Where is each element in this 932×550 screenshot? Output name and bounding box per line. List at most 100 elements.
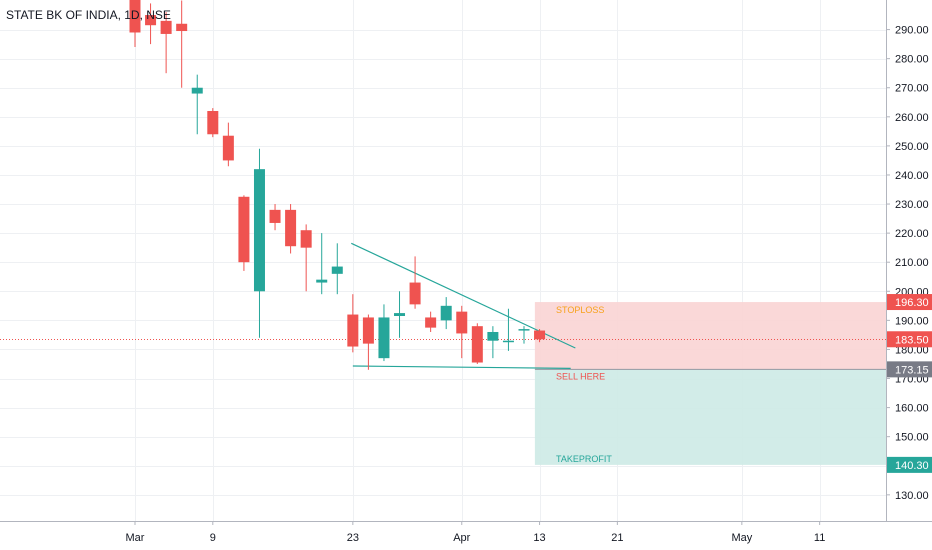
candle[interactable]	[487, 326, 499, 359]
stoploss-zone[interactable]	[534, 302, 886, 370]
y-tick-label: 190.00	[895, 315, 929, 327]
candle[interactable]	[207, 108, 219, 138]
candle-body	[518, 329, 530, 331]
candle[interactable]	[269, 204, 281, 231]
candle-body	[331, 266, 343, 274]
y-tick-label: 160.00	[895, 403, 929, 415]
candle-body	[425, 317, 437, 328]
y-tick-label: 220.00	[895, 228, 929, 240]
trendline-2[interactable]	[352, 365, 571, 369]
candle[interactable]	[394, 291, 406, 338]
y-tick-label: 130.00	[895, 490, 929, 502]
x-tick-label: 9	[210, 532, 216, 544]
candle-body	[269, 209, 281, 223]
candle-body	[145, 15, 157, 26]
price-tag: 183.50	[887, 331, 932, 348]
price-tag: 196.30	[887, 294, 932, 311]
candle[interactable]	[129, 0, 141, 48]
price-tag-label: 196.30	[895, 297, 929, 309]
candle[interactable]	[176, 0, 188, 88]
y-tick-label: 210.00	[895, 257, 929, 269]
candle-body	[253, 169, 265, 292]
candle[interactable]	[160, 12, 172, 74]
candle[interactable]	[238, 195, 250, 271]
y-tick-label: 290.00	[895, 25, 929, 37]
candle-body	[456, 311, 468, 334]
price-tag-background	[887, 456, 932, 473]
candle-body	[176, 23, 188, 32]
candle[interactable]	[378, 304, 390, 362]
y-tick-label: 180.00	[895, 344, 929, 356]
takeprofit-label: TAKEPROFIT	[556, 454, 612, 464]
y-tick-label: 150.00	[895, 432, 929, 444]
candle-body	[207, 110, 219, 135]
candle[interactable]	[518, 326, 530, 344]
x-tick-label: May	[731, 532, 752, 544]
candle-body	[129, 0, 141, 33]
price-tag: 140.30	[887, 456, 932, 473]
price-tag-label: 183.50	[895, 334, 929, 346]
price-tag-label: 140.30	[895, 460, 929, 472]
candle-body	[394, 313, 406, 316]
candle-body	[378, 317, 390, 359]
candle[interactable]	[253, 148, 265, 338]
candle[interactable]	[534, 329, 546, 343]
position-zones: STOPLOSS SELL HERE TAKEPROFIT	[534, 302, 886, 465]
y-tick-label: 250.00	[895, 141, 929, 153]
x-tick-label: Apr	[453, 532, 470, 544]
sell-here-label: SELL HERE	[556, 371, 605, 381]
candles[interactable]	[129, 0, 546, 370]
candle[interactable]	[362, 314, 374, 370]
candle-body	[487, 331, 499, 341]
chart-title: STATE BK OF INDIA, 1D, NSE	[6, 8, 171, 22]
x-tick-label: 13	[533, 532, 545, 544]
candle-body	[362, 317, 374, 344]
price-tag-background	[887, 294, 932, 311]
takeprofit-zone[interactable]	[534, 369, 886, 465]
candle[interactable]	[409, 256, 421, 309]
candle[interactable]	[222, 122, 234, 167]
candle[interactable]	[425, 311, 437, 332]
candle-body	[238, 196, 250, 263]
x-tick-label: 21	[611, 532, 623, 544]
x-tick-label: 23	[347, 532, 359, 544]
candle[interactable]	[145, 3, 157, 45]
price-tag-background	[887, 361, 932, 378]
candle[interactable]	[471, 323, 483, 364]
y-tick-label: 230.00	[895, 199, 929, 211]
x-tick-label: 11	[814, 532, 825, 544]
candle[interactable]	[300, 224, 312, 292]
candle-body	[300, 230, 312, 248]
candle-body	[222, 135, 234, 161]
candle-body	[534, 330, 546, 340]
candle-body	[471, 326, 483, 363]
x-tick-label: Mar	[126, 532, 145, 544]
y-tick-label: 240.00	[895, 170, 929, 182]
stoploss-label: STOPLOSS	[556, 305, 604, 315]
price-tag-background	[887, 331, 932, 348]
candle-body	[502, 340, 514, 343]
candle[interactable]	[440, 297, 452, 330]
candle-body	[440, 305, 452, 321]
y-tick-label: 270.00	[895, 83, 929, 95]
candle-body	[160, 20, 172, 34]
candle[interactable]	[285, 204, 297, 254]
price-tag-label: 173.15	[895, 364, 929, 376]
candle[interactable]	[456, 305, 468, 359]
candle[interactable]	[347, 294, 359, 353]
candle[interactable]	[191, 74, 203, 135]
y-tick-label: 280.00	[895, 54, 929, 66]
price-tag: 173.15	[887, 361, 932, 378]
y-tick-label: 260.00	[895, 112, 929, 124]
candle-body	[316, 279, 328, 283]
candle[interactable]	[502, 308, 514, 351]
candle-body	[347, 314, 359, 347]
candle-body	[285, 209, 297, 247]
candle[interactable]	[316, 233, 328, 295]
price-tags: 196.30 183.50 173.15 140.30	[887, 294, 932, 473]
candle-body	[191, 87, 203, 94]
candle[interactable]	[331, 243, 343, 295]
candle-body	[409, 282, 421, 305]
